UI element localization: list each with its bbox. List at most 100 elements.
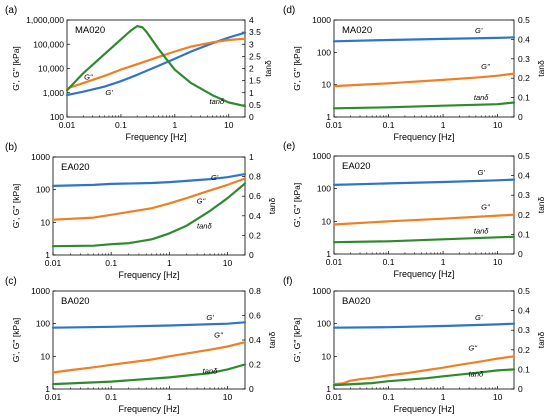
y-right-tick-label: 0.2 (518, 345, 530, 355)
y-right-tick-label: 0 (249, 384, 254, 394)
x-tick-label: 0.01 (45, 392, 62, 402)
y-right-tick-label: 0.5 (249, 100, 261, 110)
panel-tag: (c) (5, 276, 17, 287)
x-tick-label: 10 (223, 392, 233, 402)
curve-label-g-prime: G' (478, 168, 486, 177)
y-right-tick-label: 0.2 (518, 73, 530, 83)
y-left-tick-label: 1000 (312, 151, 331, 161)
y-right-tick-label: 0 (249, 112, 254, 122)
sample-label: BA020 (61, 296, 90, 307)
y-right-axis-title: tanδ (267, 197, 277, 214)
y-left-tick-label: 1000 (31, 152, 50, 162)
y-left-tick-label: 1000 (31, 286, 50, 296)
y-left-tick-label: 10 (322, 80, 332, 90)
x-tick-label: 1 (172, 120, 177, 130)
curve-label-g-double-prime: G'' (468, 344, 477, 353)
x-tick-label: 0.1 (383, 392, 395, 402)
y-left-tick-label: 100 (36, 185, 50, 195)
y-left-tick-label: 1 (326, 249, 331, 259)
chart-panel-c: 0.01 0.1 1 10 1 10 100 1000 0 0.2 0.4 0.6 0.8 G'G'' ta… (5, 276, 277, 414)
y-right-tick-label: 0.2 (518, 210, 530, 220)
y-right-tick-label: 0.2 (249, 230, 261, 240)
curve-label-g-prime: G' (206, 313, 214, 322)
y-right-tick-label: 0 (518, 384, 523, 394)
curve-label-tan-delta: tanδ (469, 370, 484, 379)
y-right-tick-label: 1 (249, 152, 254, 162)
series-line-tan-delta (332, 101, 516, 110)
chart-panel-b: 0.01 0.1 1 10 1 10 100 1000 0 0.2 0.4 0.6 0.8 1 G' G'' t… (5, 142, 277, 280)
y-right-tick-label: 0.1 (518, 364, 530, 374)
x-axis-title: Frequency [Hz] (393, 132, 454, 142)
x-axis-title: Frequency [Hz] (118, 270, 179, 280)
y-right-tick-label: 2.5 (249, 51, 261, 61)
y-left-axis-title: G', G'' [kPa] (11, 46, 21, 91)
curve-label-g-double-prime: G'' (197, 196, 206, 205)
y-right-tick-label: 0.4 (249, 211, 261, 221)
curve-label-g-prime: G' (211, 173, 219, 182)
series-line-g-double-prime (332, 213, 516, 226)
curve-label-tan-delta: tanδ (474, 226, 489, 235)
plot-frame (333, 155, 515, 255)
y-right-tick-label: 0.5 (518, 286, 530, 296)
y-right-tick-label: 0.3 (518, 325, 530, 335)
y-left-axis-title: G', G'' [kPa] (292, 46, 302, 91)
x-tick-label: 0.01 (326, 257, 343, 267)
panel-tag: (a) (5, 5, 17, 16)
sample-label: EA020 (342, 161, 371, 172)
plot-frame (52, 156, 246, 256)
series-line-tan-delta (332, 368, 516, 387)
y-right-tick-label: 0 (249, 250, 254, 260)
x-axis-title: Frequency [Hz] (393, 404, 454, 414)
y-left-tick-label: 1 (326, 384, 331, 394)
y-right-tick-label: 2 (249, 64, 254, 74)
series-line-tan-delta (332, 235, 516, 244)
x-tick-label: 10 (493, 257, 503, 267)
series-line-g-prime (51, 173, 247, 187)
x-tick-label: 0.1 (383, 257, 395, 267)
curve-label-tan-delta: tanδ (210, 97, 225, 106)
y-right-axis-title: tanδ (267, 331, 277, 348)
x-tick-label: 0.1 (105, 392, 117, 402)
y-left-tick-label: 10 (41, 217, 51, 227)
series-line-g-prime (332, 322, 516, 329)
panel-tag: (f) (283, 276, 292, 287)
x-tick-label: 1 (441, 257, 446, 267)
series-line-g-double-prime (51, 177, 247, 221)
y-left-axis-title: G', G'' [kPa] (11, 184, 21, 229)
x-tick-label: 10 (223, 258, 233, 268)
chart-panel-f: 0.01 0.1 1 10 1 10 100 1000 0 0.1 0.2 0.3 0.4 0.5 G' G'… (283, 276, 546, 414)
y-right-tick-label: 0.4 (518, 306, 530, 316)
series-line-tan-delta (65, 25, 247, 108)
curve-label-tan-delta: tanδ (197, 221, 212, 230)
y-right-tick-label: 0.3 (518, 54, 530, 64)
y-right-tick-label: 0.4 (518, 34, 530, 44)
y-left-tick-label: 10,000 (38, 64, 64, 74)
y-right-tick-label: 0.4 (249, 335, 261, 345)
x-tick-label: 1 (167, 392, 172, 402)
y-right-axis-title: tanδ (263, 60, 273, 77)
y-left-tick-label: 1,000 (43, 88, 65, 98)
y-left-tick-label: 10 (41, 351, 51, 361)
y-right-tick-label: 0 (518, 249, 523, 259)
y-right-tick-label: 0.6 (249, 311, 261, 321)
series-line-g-prime (332, 178, 516, 186)
curve-label-g-double-prime: G'' (481, 62, 490, 71)
y-left-tick-label: 1 (45, 250, 50, 260)
x-tick-label: 10 (493, 120, 503, 130)
series-line-g-prime (51, 321, 247, 329)
y-right-tick-label: 1 (249, 88, 254, 98)
series-line-g-double-prime (332, 355, 516, 386)
curve-label-g-double-prime: G'' (84, 73, 93, 82)
x-axis-title: Frequency [Hz] (393, 269, 454, 279)
curve-label-g-prime: G' (105, 88, 113, 97)
panel-tag: (d) (283, 5, 295, 16)
y-left-tick-label: 100 (317, 184, 331, 194)
y-right-tick-label: 0.8 (249, 286, 261, 296)
curve-label-g-prime: G' (475, 26, 483, 35)
x-tick-label: 0.01 (326, 120, 343, 130)
curve-label-tan-delta: tanδ (203, 366, 218, 375)
x-tick-label: 0.1 (383, 120, 395, 130)
y-right-tick-label: 0.6 (249, 191, 261, 201)
series-line-g-double-prime (51, 341, 247, 374)
